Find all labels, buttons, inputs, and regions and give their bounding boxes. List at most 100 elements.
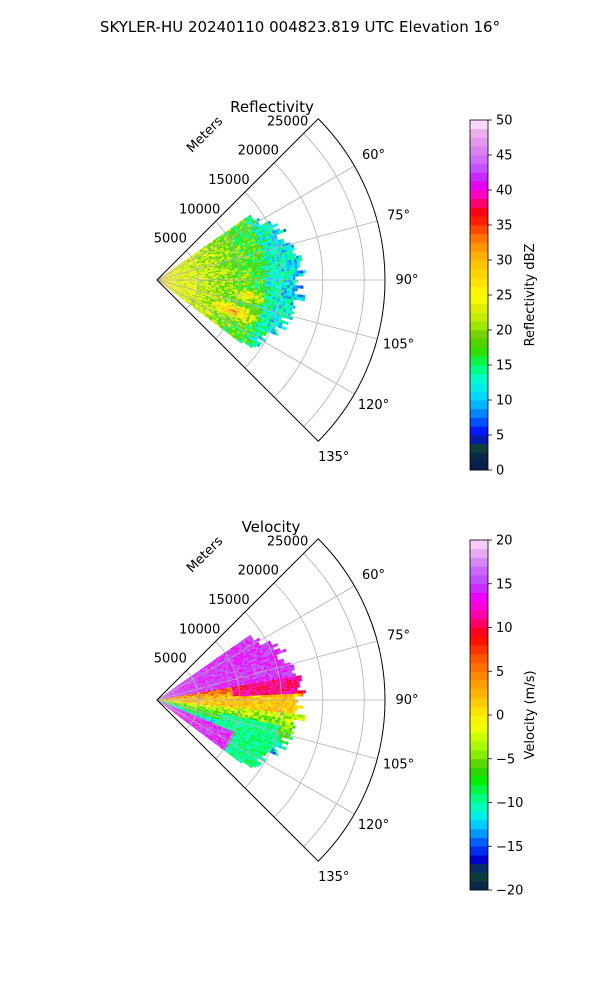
field-cell [240,310,244,314]
field-cell [263,319,267,323]
field-cell [260,701,263,705]
field-cell [253,655,257,659]
field-cell [260,697,263,700]
field-cell [200,280,204,282]
field-cell [253,320,258,324]
field-cell [166,284,170,286]
field-cell [273,706,277,710]
field-cell [263,651,267,655]
field-cell [189,700,193,702]
field-cell [242,320,246,324]
field-cell [164,275,167,277]
field-cell [239,335,244,339]
field-cell [171,692,175,694]
field-cell [173,700,176,702]
field-cell [260,311,264,315]
field-cell [175,281,179,283]
field-cell [177,287,180,289]
field-cell [170,697,174,698]
field-cell [289,276,293,280]
field-cell [260,652,265,656]
field-cell [238,337,242,341]
field-cell [212,291,216,294]
field-cell [164,697,168,699]
field-cell [220,265,224,268]
field-cell [173,278,176,280]
field-cell [220,676,225,679]
field-cell [183,293,186,296]
field-cell [259,686,263,689]
field-cell [208,308,212,312]
field-cell [202,695,206,697]
field-cell [189,703,193,706]
field-cell [193,302,197,305]
field-cell [199,272,203,274]
field-cell [245,684,249,687]
field-cell [280,297,284,301]
field-cell [213,700,217,703]
field-cell [240,688,244,691]
field-cell [240,317,244,321]
field-cell [218,299,222,303]
field-cell [256,241,260,245]
field-cell [209,266,213,269]
field-cell [292,687,296,692]
field-cell [258,322,263,326]
field-cell [191,704,195,706]
field-cell [254,695,258,698]
field-cell [288,667,293,672]
field-cell [235,661,239,665]
field-cell [186,686,190,688]
field-cell [216,297,220,300]
field-cell [187,261,191,264]
field-cell [195,253,199,256]
field-cell [191,695,195,697]
field-cell [275,318,279,322]
field-cell [232,278,236,280]
field-cell [226,302,230,305]
field-cell [212,264,216,267]
field-cell [178,290,182,293]
field-cell [215,322,219,326]
field-cell [284,315,288,319]
field-cell [179,689,183,691]
field-cell [258,679,262,683]
field-cell [210,269,214,271]
field-cell [255,226,259,231]
field-cell [169,272,172,274]
field-cell [199,248,203,252]
field-cell [181,697,185,699]
field-cell [248,311,252,315]
field-cell [251,687,255,690]
field-cell [221,664,225,668]
field-cell [216,695,220,698]
field-cell [281,287,285,291]
field-cell [265,704,269,707]
field-cell [233,259,237,262]
field-cell [283,666,287,670]
field-cell [245,216,250,220]
field-cell [213,660,217,664]
field-cell [231,327,236,331]
field-cell [208,696,212,698]
field-cell [216,240,220,244]
field-cell [216,660,220,664]
field-cell [267,640,272,645]
field-cell [270,281,274,285]
field-cell [213,273,217,276]
field-cell [254,271,258,274]
field-cell [240,253,244,257]
field-cell [186,684,189,687]
field-cell [175,693,178,695]
field-cell [280,292,284,296]
field-cell [289,710,293,714]
field-cell [175,686,178,689]
field-cell [270,277,274,280]
field-cell [236,335,240,339]
field-cell [251,269,255,272]
field-cell [207,270,211,273]
field-cell [215,301,219,304]
field-cell [248,269,252,272]
field-cell [224,670,228,673]
field-cell [202,704,206,706]
